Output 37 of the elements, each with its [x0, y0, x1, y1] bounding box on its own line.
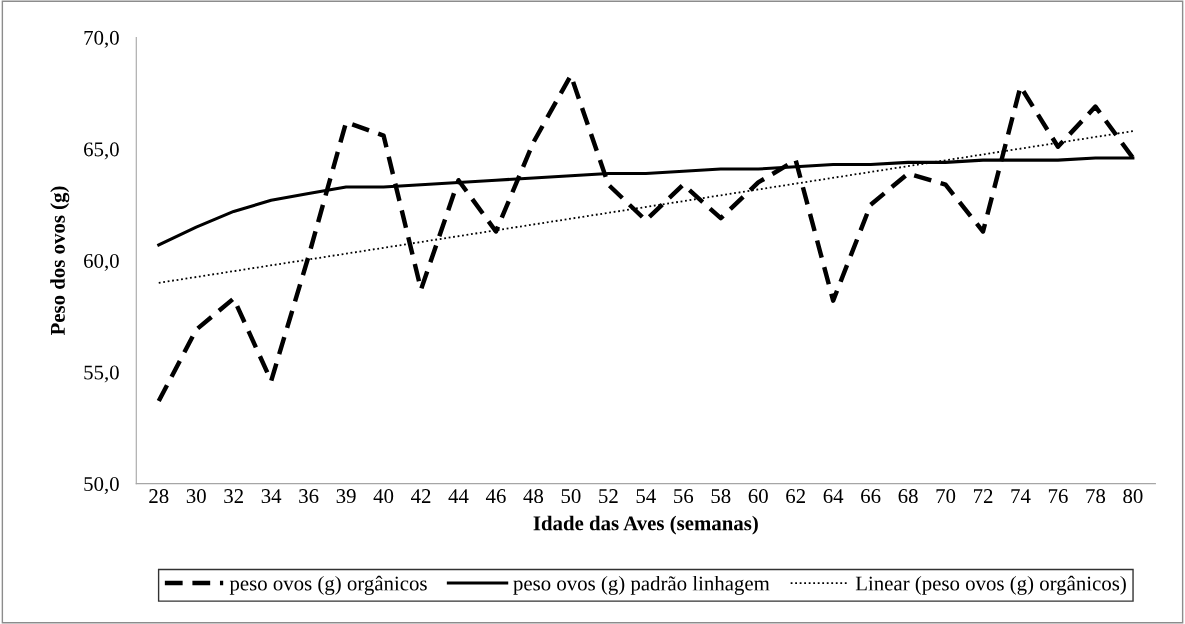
x-tick-label: 58 [711, 489, 731, 504]
x-tick-label: 30 [186, 489, 206, 504]
x-tick-label: 62 [786, 489, 805, 504]
y-tick-label: 50,0 [84, 476, 119, 495]
x-tick-label: 76 [1048, 489, 1068, 504]
x-tick-label: 74 [1011, 489, 1031, 503]
x-tick-label: 39 [336, 489, 356, 504]
x-tick-label: 80 [1123, 489, 1143, 504]
x-tick-label: 40 [373, 489, 394, 504]
x-tick-label: 66 [861, 489, 881, 504]
x-tick-label: 44 [448, 489, 469, 503]
x-tick-label: 36 [299, 489, 319, 504]
x-tick-label: 50 [561, 489, 581, 504]
x-tick-label: 28 [149, 489, 169, 504]
x-tick-label: 48 [523, 489, 544, 504]
y-tick-label: 65,0 [84, 142, 119, 160]
x-tick-label: 60 [748, 489, 768, 504]
x-tick-label: 70 [936, 489, 956, 504]
legend-label: peso ovos (g) orgânicos [229, 575, 427, 595]
x-axis-title: Idade das Aves (semanas) [533, 515, 758, 535]
y-tick-label: 55,0 [84, 365, 119, 383]
x-tick-label: 54 [636, 489, 656, 504]
x-tick-label: 72 [973, 489, 993, 503]
x-tick-label: 46 [485, 489, 506, 504]
x-tick-label: 68 [898, 489, 918, 504]
x-tick-label: 64 [823, 489, 844, 504]
x-tick-label: 52 [599, 489, 618, 504]
y-tick-label: 70,0 [84, 30, 119, 48]
x-tick-label: 42 [411, 489, 431, 503]
x-tick-label: 56 [674, 489, 694, 504]
legend-label: Linear (peso ovos (g) orgânicos) [855, 575, 1126, 595]
y-tick-label: 60,0 [84, 253, 119, 271]
x-tick-label: 32 [224, 489, 243, 504]
x-tick-label: 78 [1086, 489, 1106, 504]
x-tick-label: 34 [261, 489, 282, 504]
legend-label: peso ovos (g) padrão linhagem [513, 575, 770, 595]
y-axis-title: Peso dos ovos (g) [50, 186, 70, 336]
